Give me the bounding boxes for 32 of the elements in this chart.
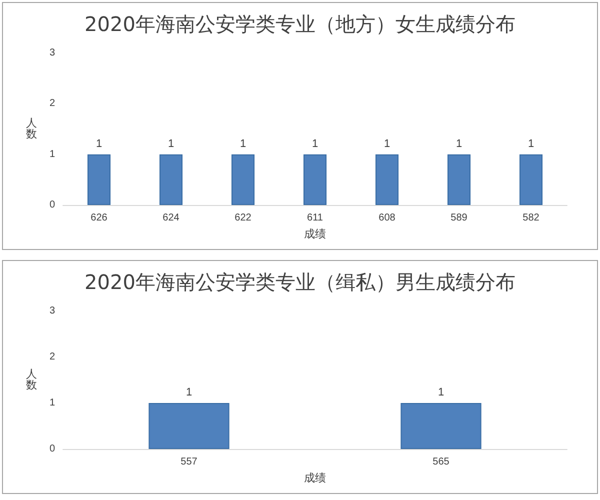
y-tick-label: 2 bbox=[49, 98, 56, 110]
x-tick-label: 565 bbox=[432, 456, 450, 468]
x-tick-label: 611 bbox=[307, 212, 324, 224]
data-label: 1 bbox=[312, 138, 318, 150]
x-tick-label: 608 bbox=[378, 212, 396, 224]
x-tick-label: 582 bbox=[522, 212, 540, 224]
x-tick-label: 626 bbox=[90, 212, 108, 224]
x-tick-label: 589 bbox=[450, 212, 468, 224]
x-axis-title: 成绩 bbox=[304, 472, 326, 484]
x-axis-title: 成绩 bbox=[304, 228, 326, 240]
x-tick-label: 557 bbox=[180, 456, 198, 468]
y-axis-title: 人数 bbox=[26, 118, 37, 140]
y-tick-label: 3 bbox=[49, 306, 56, 316]
data-label: 1 bbox=[168, 138, 174, 150]
chart-title: 2020年海南公安学类专业（缉私）男生成绩分布 bbox=[84, 270, 516, 294]
y-tick-label: 0 bbox=[49, 200, 56, 210]
y-tick-label: 2 bbox=[49, 352, 56, 362]
chart-title: 2020年海南公安学类专业（地方）女生成绩分布 bbox=[84, 12, 516, 36]
data-label: 1 bbox=[186, 386, 192, 398]
y-tick-label: 1 bbox=[49, 148, 56, 160]
y-axis-title: 人数 bbox=[26, 368, 37, 392]
data-label: 1 bbox=[438, 386, 444, 398]
x-tick-label: 624 bbox=[162, 212, 180, 224]
data-label: 1 bbox=[240, 138, 246, 150]
x-tick-label: 622 bbox=[234, 212, 252, 224]
data-label: 1 bbox=[384, 138, 390, 150]
y-tick-label: 0 bbox=[49, 444, 56, 454]
data-label: 1 bbox=[96, 138, 102, 150]
y-tick-label: 3 bbox=[49, 48, 56, 58]
data-label: 1 bbox=[456, 138, 462, 150]
data-label: 1 bbox=[528, 138, 534, 150]
y-tick-label: 1 bbox=[49, 398, 56, 408]
